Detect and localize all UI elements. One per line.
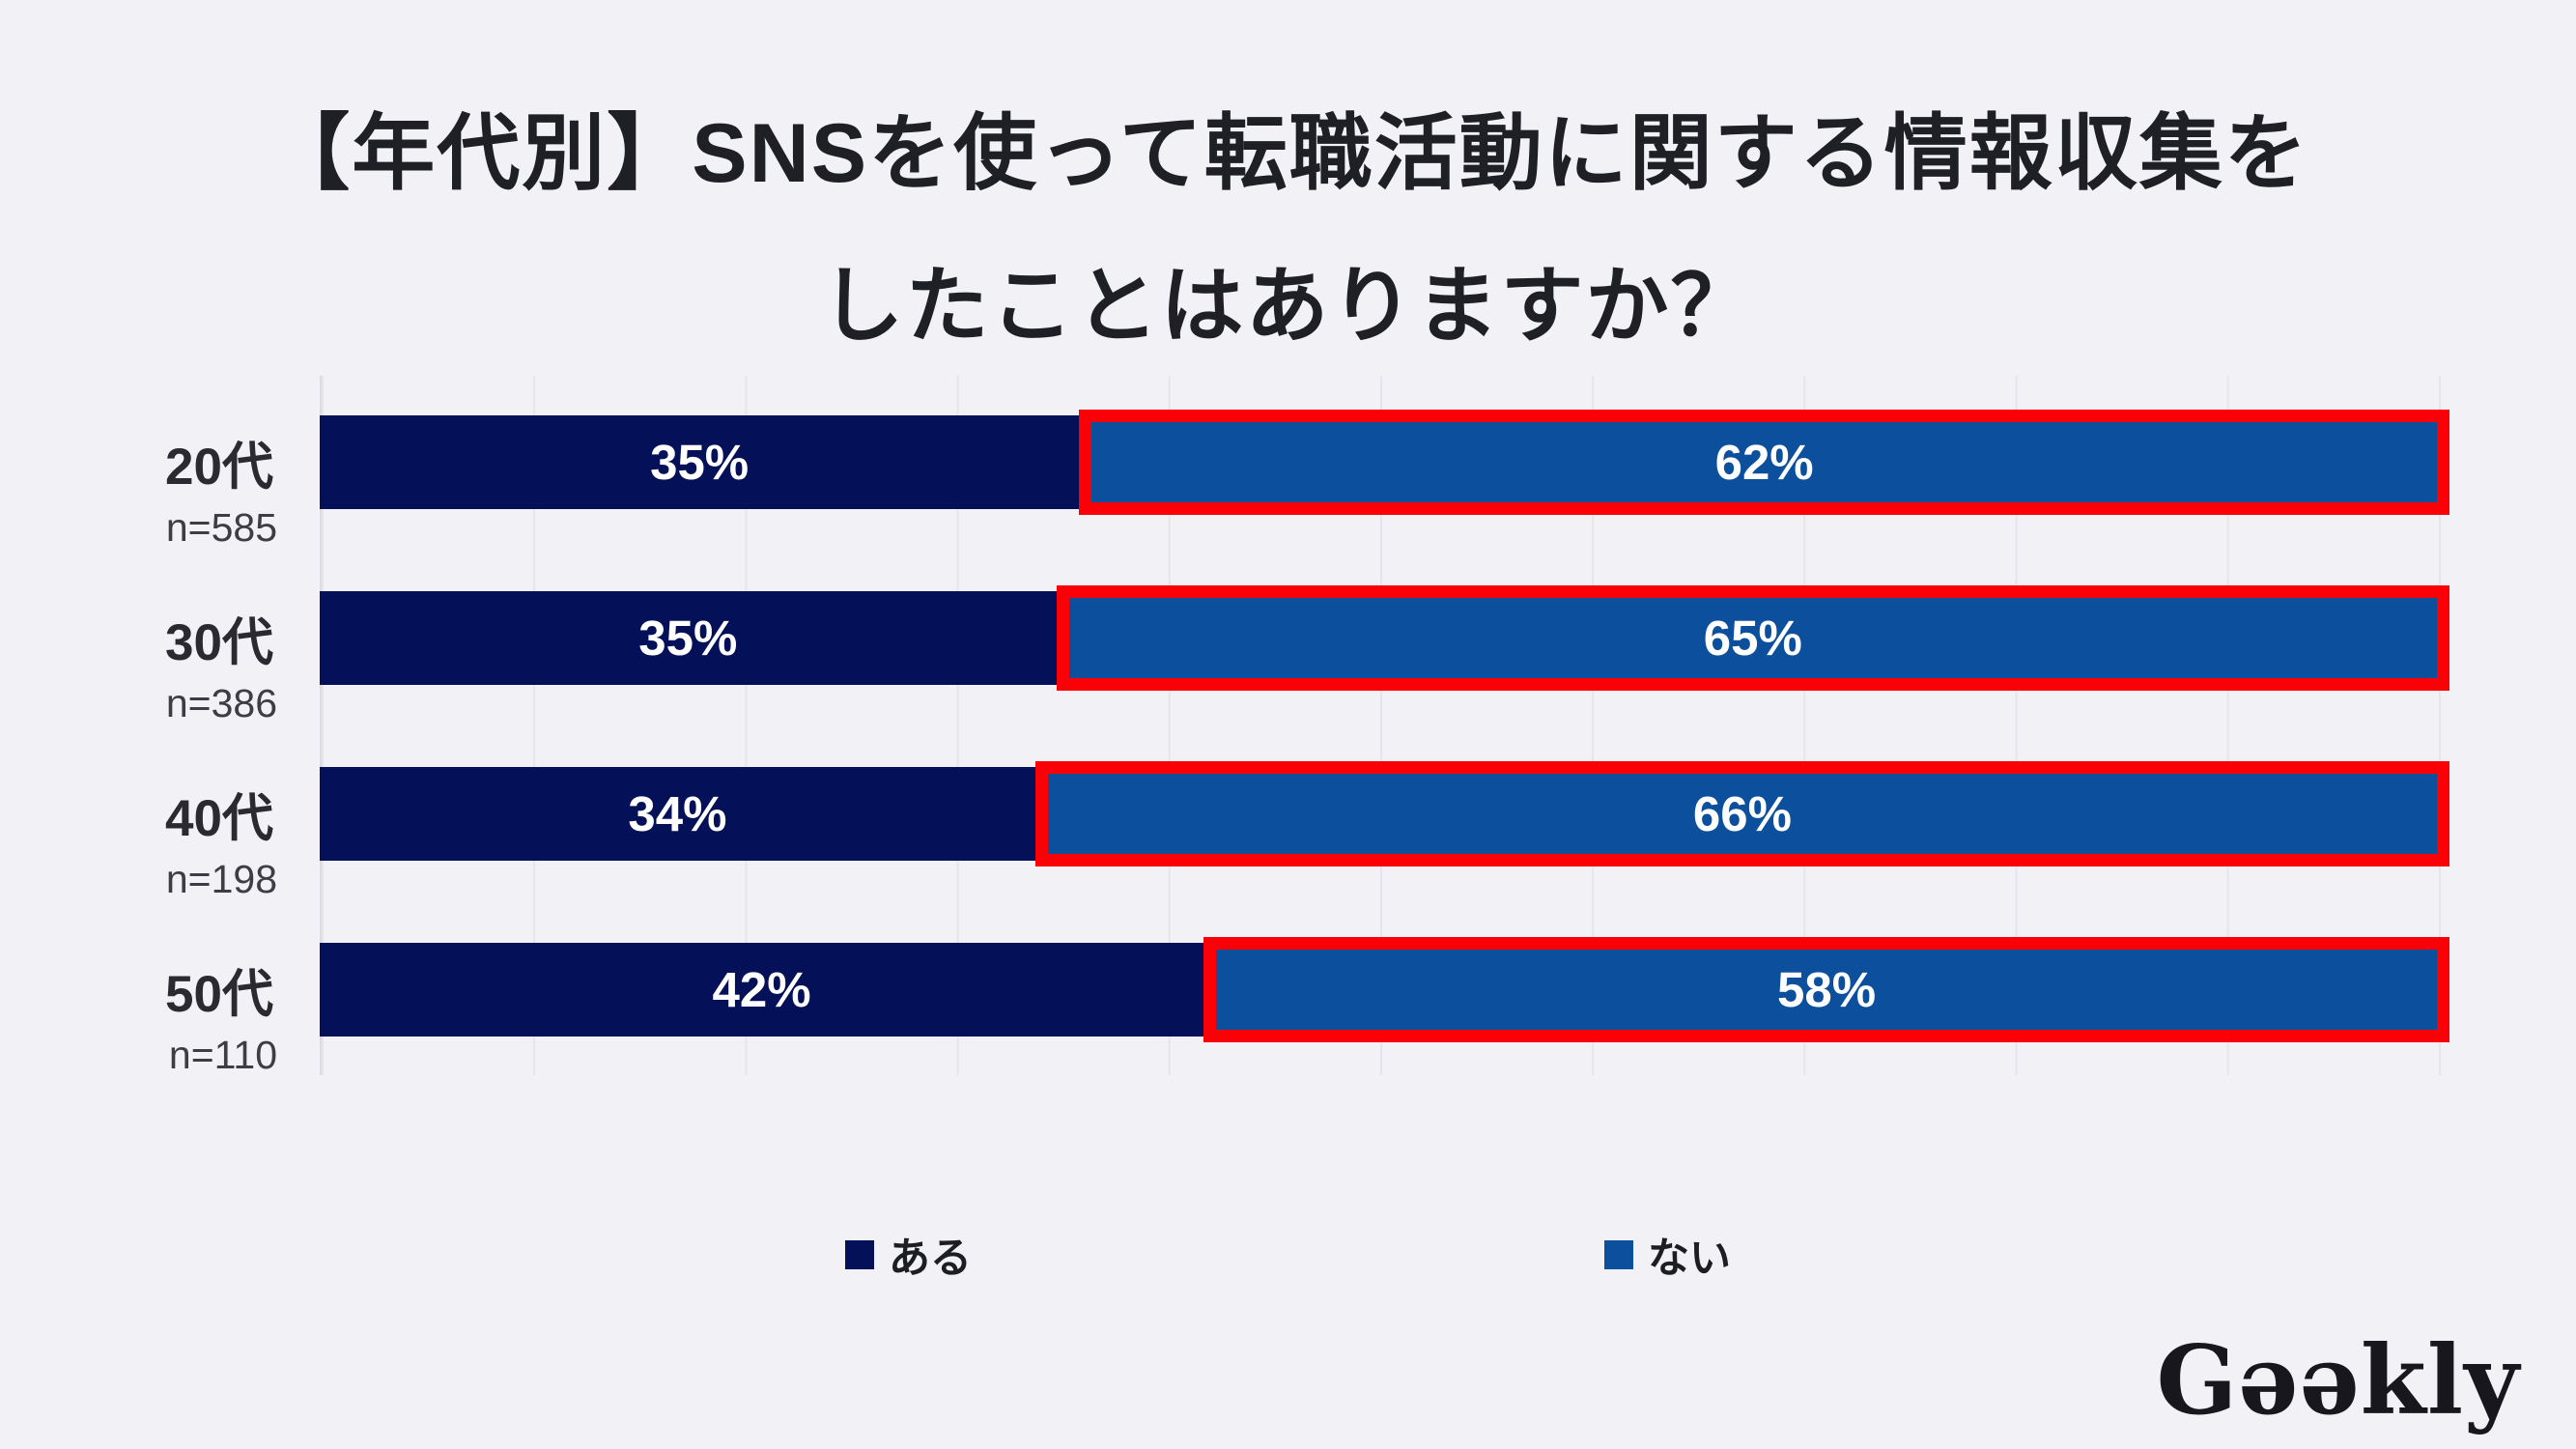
legend-swatch-aru-icon — [845, 1240, 874, 1269]
bar-row-40s: 40代 n=198 34% 66% — [0, 761, 2449, 943]
bar-segment-aru: 35% — [320, 415, 1080, 509]
sample-size-label: n=386 — [165, 681, 277, 725]
bar-value-label: 34% — [628, 786, 727, 841]
row-label-50s: 50代 n=110 — [0, 943, 320, 1119]
chart-title-line2: したことはありますか？ — [820, 260, 1756, 353]
bar-track: 42% 58% — [320, 937, 2449, 1042]
row-label-40s: 40代 n=198 — [0, 767, 320, 943]
category-label: 40代 — [165, 789, 273, 847]
legend: ある ない — [0, 1225, 2576, 1285]
bar-value-label: 35% — [650, 435, 750, 490]
bar-segment-nai-highlighted: 66% — [1034, 761, 2449, 867]
bar-value-label: 65% — [1703, 611, 1802, 666]
sample-size-label: n=198 — [165, 857, 277, 901]
legend-item-nai: ない — [1604, 1225, 1731, 1285]
bar-track: 34% 66% — [320, 761, 2449, 867]
bar-segment-nai-highlighted: 65% — [1056, 585, 2449, 691]
bar-segment-nai-highlighted: 62% — [1079, 410, 2449, 515]
legend-label-aru: ある — [889, 1236, 972, 1282]
chart-title: 【年代別】SNSを使って転職活動に関する情報収集を したことはありますか？ — [0, 77, 2576, 383]
bar-segment-aru: 35% — [320, 591, 1057, 685]
category-label: 50代 — [165, 965, 273, 1023]
row-label-20s: 20代 n=585 — [0, 415, 320, 591]
bar-value-label: 35% — [638, 611, 738, 666]
category-label: 20代 — [165, 438, 273, 496]
sample-size-label: n=585 — [165, 505, 277, 550]
sample-size-label: n=110 — [168, 1033, 277, 1077]
bar-value-label: 66% — [1692, 786, 1792, 841]
chart-title-line1: 【年代別】SNSを使って転職活動に関する情報収集を — [267, 107, 2309, 200]
bar-rows: 20代 n=585 35% 62% 30代 n=386 35% — [0, 376, 2449, 1119]
bar-row-20s: 20代 n=585 35% 62% — [0, 410, 2449, 591]
bar-value-label: 42% — [712, 962, 811, 1017]
bar-segment-aru: 42% — [320, 943, 1204, 1037]
bar-row-30s: 30代 n=386 35% 65% — [0, 585, 2449, 767]
bar-track: 35% 62% — [320, 410, 2449, 515]
bar-value-label: 62% — [1714, 435, 1814, 490]
bar-row-50s: 50代 n=110 42% 58% — [0, 937, 2449, 1119]
bar-track: 35% 65% — [320, 585, 2449, 691]
legend-swatch-nai-icon — [1604, 1240, 1633, 1269]
row-label-30s: 30代 n=386 — [0, 591, 320, 767]
legend-item-aru: ある — [845, 1225, 972, 1285]
bar-segment-nai-highlighted: 58% — [1203, 937, 2449, 1042]
geekly-brand-logo: Gǝǝkly — [2156, 1325, 2520, 1436]
bar-value-label: 58% — [1777, 962, 1877, 1017]
category-label: 30代 — [165, 613, 273, 671]
bar-segment-aru: 34% — [320, 767, 1035, 861]
legend-label-nai: ない — [1648, 1236, 1731, 1282]
